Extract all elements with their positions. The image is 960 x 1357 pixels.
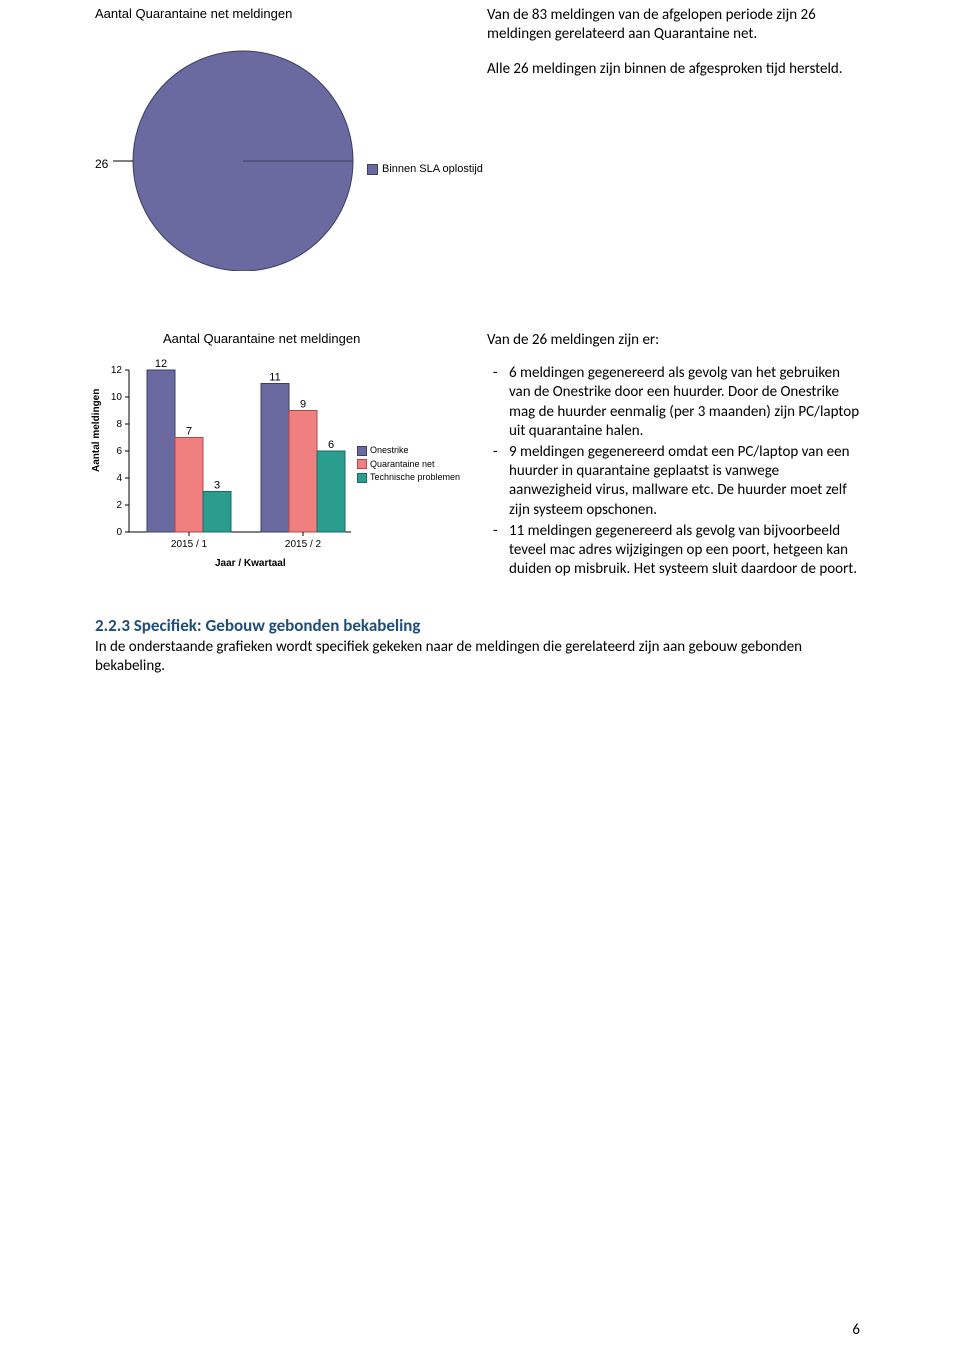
svg-text:6: 6 [116, 446, 122, 457]
svg-text:4: 4 [116, 473, 122, 484]
pie-chart-title: Aantal Quarantaine net meldingen [95, 6, 455, 21]
legend-label: Onestrike [370, 444, 409, 458]
legend-swatch [357, 473, 367, 483]
pie-legend: Binnen SLA oplostijd [367, 163, 483, 175]
svg-text:2: 2 [116, 500, 122, 511]
list-item: 11 meldingen gegenereerd als gevolg van … [487, 522, 860, 580]
bar-chart-block: Aantal Quarantaine net meldingen 0 2 4 6 8 10… [95, 331, 455, 572]
intro-p2: Alle 26 meldingen zijn binnen de afgespr… [487, 60, 860, 79]
page-number: 6 [852, 1321, 860, 1339]
bar-legend-item: Onestrike [357, 444, 460, 458]
pie-chart-block: Aantal Quarantaine net meldingen 26 Binn… [95, 6, 455, 271]
svg-text:3: 3 [214, 480, 220, 492]
pie-value-label: 26 [95, 157, 108, 171]
section-heading: 2.2.3 Specifiek: Gebouw gebonden bekabel… [95, 615, 860, 636]
details-text-block: Van de 26 meldingen zijn er: 6 meldingen… [487, 331, 860, 581]
svg-text:0: 0 [116, 527, 122, 538]
bar-ylabel: Aantal meldingen [91, 389, 102, 472]
intro-p1: Van de 83 meldingen van de afgelopen per… [487, 6, 860, 44]
list-item: 6 meldingen gegenereerd als gevolg van h… [487, 364, 860, 441]
intro-text-block: Van de 83 meldingen van de afgelopen per… [487, 6, 860, 96]
detail-list: 6 meldingen gegenereerd als gevolg van h… [487, 364, 860, 579]
svg-text:10: 10 [111, 392, 123, 403]
pie-chart: 26 Binnen SLA oplostijd [95, 31, 455, 271]
pie-legend-swatch [367, 164, 378, 175]
list-intro: Van de 26 meldingen zijn er: [487, 331, 860, 350]
legend-label: Technische problemen [370, 471, 460, 485]
bar-legend-item: Quarantaine net [357, 458, 460, 472]
bar-legend: OnestrikeQuarantaine netTechnische probl… [357, 444, 460, 485]
svg-text:2015 / 2: 2015 / 2 [285, 539, 322, 550]
legend-swatch [357, 459, 367, 469]
svg-text:12: 12 [111, 365, 123, 376]
bar-chart-title: Aantal Quarantaine net meldingen [163, 331, 455, 346]
bar-legend-item: Technische problemen [357, 471, 460, 485]
legend-swatch [357, 446, 367, 456]
svg-text:8: 8 [116, 419, 122, 430]
svg-text:11: 11 [269, 372, 280, 384]
pie-legend-label: Binnen SLA oplostijd [382, 163, 483, 175]
section-body: In de onderstaande grafieken wordt speci… [95, 638, 860, 676]
list-item: 9 meldingen gegenereerd omdat een PC/lap… [487, 443, 860, 520]
svg-text:7: 7 [186, 426, 192, 438]
bar-chart: 02468101212732015 / 111962015 / 2 Aantal… [95, 352, 455, 572]
pie-svg [95, 31, 455, 271]
svg-text:2015 / 1: 2015 / 1 [171, 539, 208, 550]
svg-text:12: 12 [155, 358, 167, 370]
svg-text:9: 9 [300, 399, 306, 411]
bar-xlabel: Jaar / Kwartaal [215, 558, 286, 569]
legend-label: Quarantaine net [370, 458, 435, 472]
svg-text:6: 6 [328, 439, 334, 451]
